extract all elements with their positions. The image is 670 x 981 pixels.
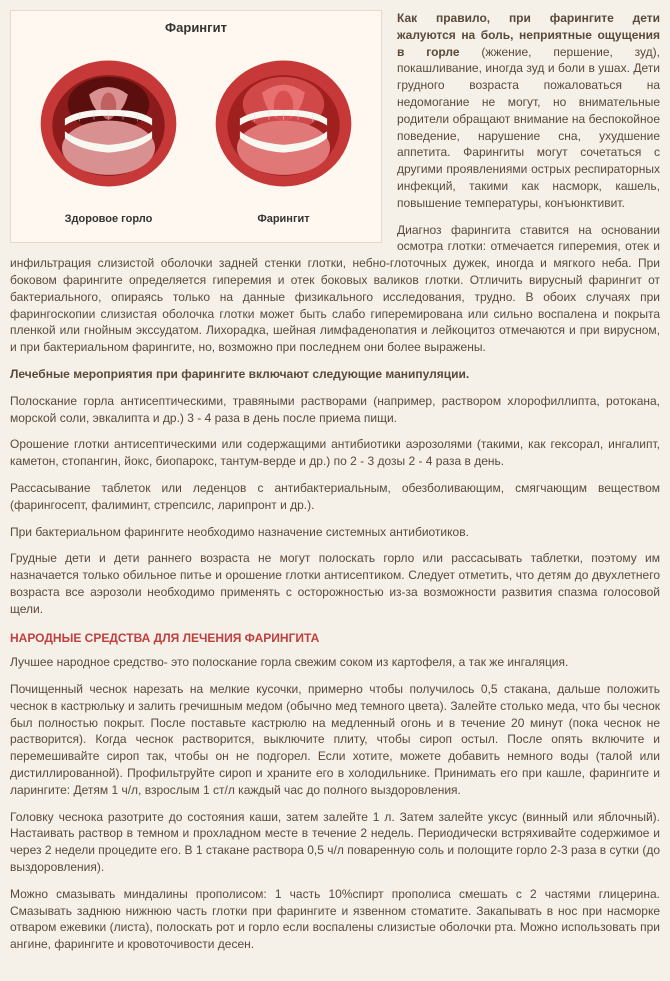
paragraph-infants: Грудные дети и дети раннего возраста не … [10, 550, 660, 617]
paragraph-garlic-honey: Почищенный чеснок нарезать на мелкие кус… [10, 681, 660, 799]
mouth-sick-svg [206, 46, 361, 201]
mouth-sick-label: Фарингит [206, 206, 361, 237]
paragraph-gargle: Полоскание горла антисептическими, травя… [10, 393, 660, 427]
mouth-healthy-label: Здоровое горло [31, 206, 186, 237]
symptoms-rest: (жжение, першение, зуд), покашливание, и… [397, 45, 660, 210]
illustration-title: Фарингит [11, 11, 381, 41]
paragraph-propolis: Можно смазывать миндалины прополисом: 1 … [10, 886, 660, 953]
paragraph-garlic-vinegar: Головку чеснока разотрите до состояния к… [10, 809, 660, 876]
paragraph-lozenges: Рассасывание таблеток или леденцов с ант… [10, 480, 660, 514]
mouth-healthy: Здоровое горло [31, 46, 186, 237]
paragraph-spray: Орошение глотки антисептическими или сод… [10, 436, 660, 470]
mouths-row: Здоровое горло Фарингит [11, 41, 381, 242]
treatment-heading: Лечебные мероприятия при фарингите включ… [10, 366, 660, 383]
illustration-block: Фарингит Здоровое горло [10, 10, 382, 243]
mouth-sick: Фарингит [206, 46, 361, 237]
paragraph-antibiotics: При бактериальном фарингите необходимо н… [10, 524, 660, 541]
mouth-healthy-svg [31, 46, 186, 201]
folk-remedies-title: НАРОДНЫЕ СРЕДСТВА ДЛЯ ЛЕЧЕНИЯ ФАРИНГИТА [10, 630, 660, 647]
paragraph-potato: Лучшее народное средство- это полоскание… [10, 654, 660, 671]
